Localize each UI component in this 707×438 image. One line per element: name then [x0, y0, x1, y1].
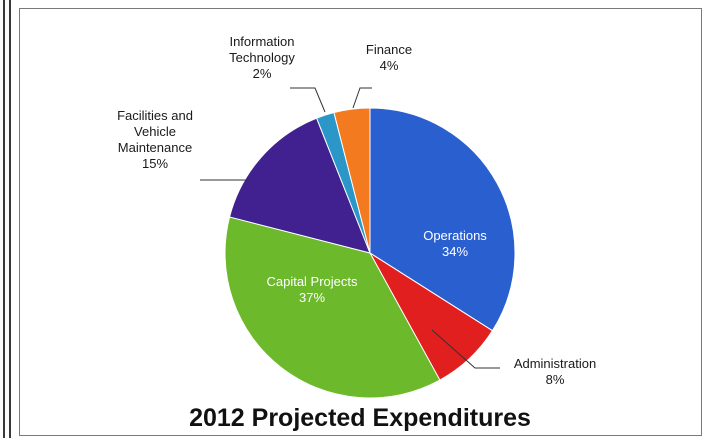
left-border-line [9, 0, 11, 438]
slice-label: Facilities and Vehicle Maintenance 15% [117, 108, 193, 171]
pie-slice-finance [333, 107, 371, 254]
pie-slices [224, 107, 516, 399]
pie-slice-operations [369, 107, 516, 332]
slice-labels: Operations 34% Administration 8% Capital Pro… [117, 34, 596, 387]
leader-line [431, 329, 500, 369]
slice-label: Administration 8% [514, 356, 596, 387]
pie-slice-capital-projects [224, 216, 441, 399]
pie-slice-facilities-and [228, 117, 371, 254]
leader-lines [200, 87, 500, 369]
slice-label: Information Technology 2% [229, 34, 295, 81]
left-border-line [3, 0, 5, 438]
slice-label: Finance 4% [366, 42, 412, 73]
slice-label: Capital Projects 37% [266, 274, 358, 305]
chart-title: 2012 Projected Expenditures [189, 404, 531, 432]
leader-line [290, 87, 326, 113]
slice-label: Operations 34% [423, 228, 487, 259]
leader-line [352, 87, 372, 109]
